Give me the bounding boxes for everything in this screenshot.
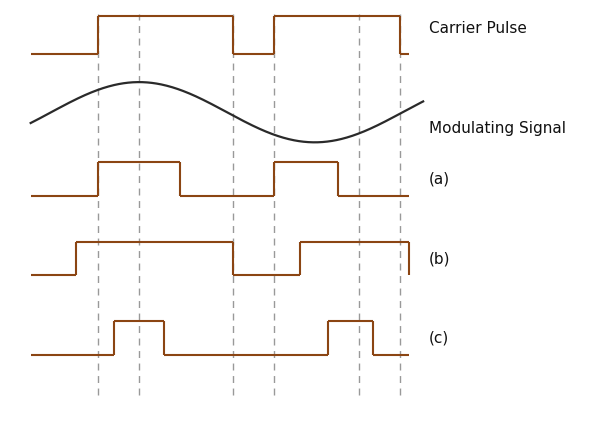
Text: (b): (b) [429, 251, 451, 266]
Text: Modulating Signal: Modulating Signal [429, 121, 566, 136]
Text: (c): (c) [429, 330, 449, 346]
Text: Carrier Pulse: Carrier Pulse [429, 21, 527, 36]
Text: (a): (a) [429, 172, 450, 187]
